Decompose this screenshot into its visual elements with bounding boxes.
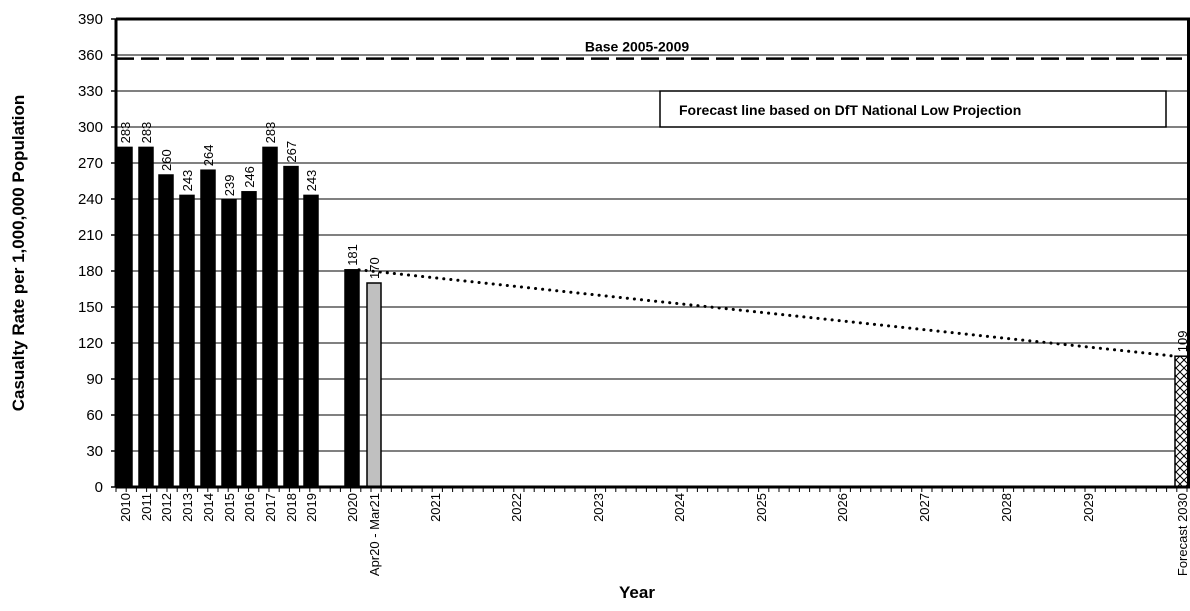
bar [241, 191, 257, 488]
bar [200, 169, 216, 488]
x-axis-title: Year [619, 583, 655, 602]
data-label: 170 [367, 257, 382, 279]
y-tick-label: 300 [78, 119, 103, 136]
data-label: 243 [304, 170, 319, 192]
bar [158, 174, 174, 488]
x-tick-label: Apr20 - Mar21 [367, 493, 382, 576]
bar [179, 194, 195, 488]
x-tick-label: 2011 [139, 493, 154, 521]
y-axis-ticks: 0 30 60 90 120 150 180 210 240 270 300 330 360 390 [78, 11, 116, 496]
bar [221, 199, 237, 488]
x-tick-label: 2023 [591, 493, 606, 522]
data-label: 283 [139, 122, 154, 144]
x-tick-label: 2017 [263, 493, 278, 522]
bar [344, 269, 360, 488]
x-tick-label: 2012 [159, 493, 174, 522]
axes [114, 17, 1190, 489]
bar [303, 194, 319, 488]
x-tick-label: 2025 [754, 493, 769, 522]
bar [262, 146, 278, 488]
y-tick-label: 210 [78, 227, 103, 244]
y-tick-label: 390 [78, 11, 103, 28]
data-label: 239 [222, 174, 237, 196]
data-label: 260 [159, 149, 174, 171]
y-tick-label: 60 [86, 407, 103, 424]
y-tick-label: 120 [78, 335, 103, 352]
y-tick-label: 330 [78, 83, 103, 100]
forecast-legend-frame [659, 90, 1167, 128]
baseline-label: Base 2005-2009 [585, 39, 690, 55]
forecast-legend-box: Forecast line based on DfT National Low … [659, 90, 1167, 128]
x-tick-label: 2021 [428, 493, 443, 522]
bar [1174, 355, 1190, 488]
x-tick-label: 2018 [284, 493, 299, 522]
x-tick-label: 2013 [180, 493, 195, 522]
y-axis-title: Casualty Rate per 1,000,000 Population [9, 95, 28, 412]
y-tick-label: 150 [78, 299, 103, 316]
x-tick-label: 2020 [345, 493, 360, 522]
y-tick-label: 30 [86, 443, 103, 460]
x-axis-ticks: 2010 2011 2012 2013 2014 2015 2016 2017 2018 2019… [115, 487, 1190, 576]
data-label: 264 [201, 144, 216, 166]
data-label: 243 [180, 170, 195, 192]
data-label: 267 [284, 141, 299, 163]
bars: 283 283 260 243 264 239 246 283 267 243 181 170 109 [117, 122, 1190, 488]
data-label: 246 [242, 166, 257, 188]
x-tick-label: 2028 [999, 493, 1014, 522]
x-tick-label: 2026 [835, 493, 850, 522]
x-tick-label: 2027 [917, 493, 932, 522]
bar [283, 165, 299, 488]
data-label: 181 [345, 244, 360, 266]
y-tick-label: 240 [78, 191, 103, 208]
x-tick-label: 2014 [201, 493, 216, 522]
data-label: 283 [118, 122, 133, 144]
bar [366, 282, 382, 488]
x-tick-label: Forecast 2030 [1175, 493, 1190, 576]
y-tick-label: 360 [78, 47, 103, 64]
bar [117, 146, 133, 488]
x-tick-label: 2010 [118, 493, 133, 522]
x-tick-label: 2024 [672, 493, 687, 522]
x-tick-label: 2016 [242, 493, 257, 522]
x-tick-label: 2022 [509, 493, 524, 522]
y-tick-label: 0 [95, 479, 103, 496]
data-label: 109 [1175, 330, 1190, 352]
baseline-group: Base 2005-2009 [116, 39, 1182, 60]
x-tick-label: 2029 [1081, 493, 1096, 522]
y-tick-label: 180 [78, 263, 103, 280]
forecast-legend-label: Forecast line based on DfT National Low … [679, 102, 1021, 118]
x-tick-label: 2015 [222, 493, 237, 522]
data-label: 283 [263, 122, 278, 144]
x-tick-label: 2019 [304, 493, 319, 522]
y-tick-label: 270 [78, 155, 103, 172]
y-tick-label: 90 [86, 371, 103, 388]
bar [138, 146, 154, 488]
